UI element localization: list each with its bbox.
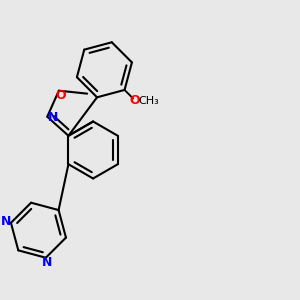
Text: N: N [47, 111, 58, 124]
Text: N: N [42, 256, 52, 269]
Text: O: O [130, 94, 140, 107]
Text: CH₃: CH₃ [138, 95, 159, 106]
Text: O: O [55, 89, 66, 102]
Text: N: N [1, 215, 11, 228]
